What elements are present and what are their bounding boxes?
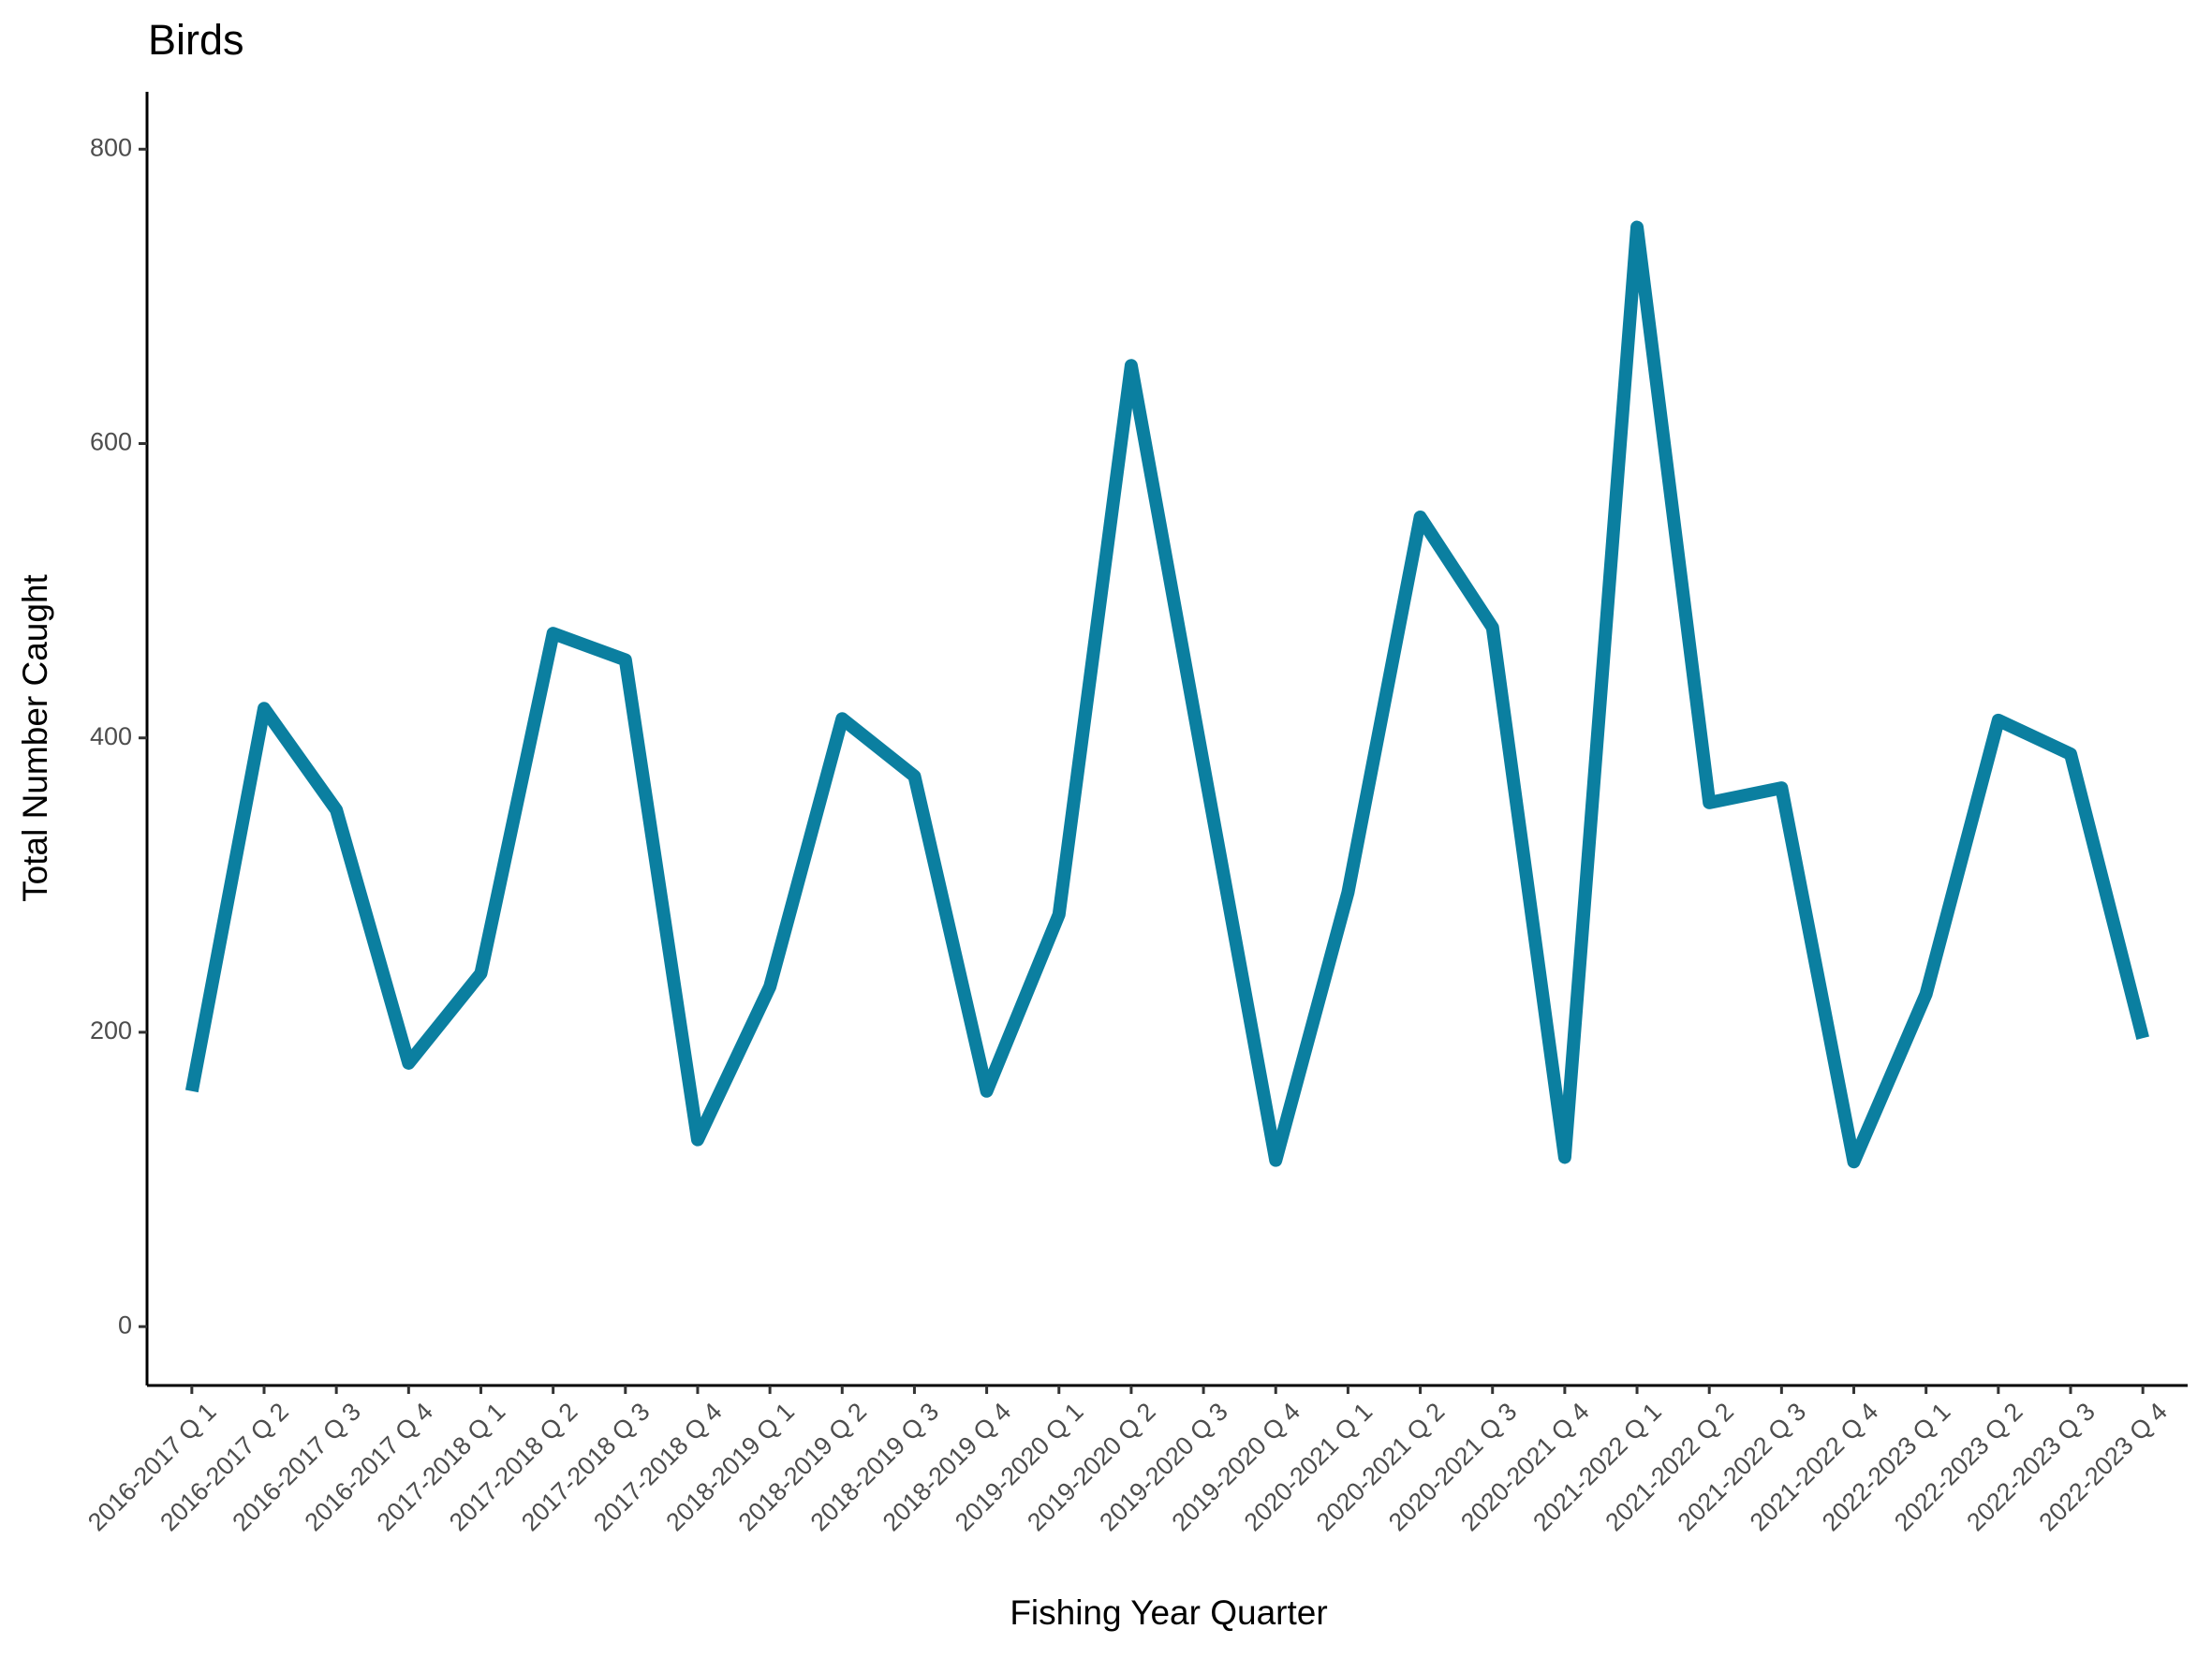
x-axis-title: Fishing Year Quarter [1010, 1593, 1327, 1632]
x-tick-label: 2021-2022 Q 3 [1673, 1398, 1812, 1537]
y-tick-label: 200 [90, 1016, 132, 1044]
x-tick-label: 2019-2020 Q 4 [1166, 1398, 1305, 1537]
data-line [184, 220, 2149, 1169]
x-tick-label: 2017-2018 Q 1 [372, 1398, 511, 1537]
x-tick-label: 2021-2022 Q 2 [1600, 1398, 1739, 1537]
x-tick-label: 2016-2017 Q 3 [227, 1398, 366, 1537]
y-tick-label: 600 [90, 428, 132, 456]
x-tick-label: 2019-2020 Q 2 [1022, 1398, 1161, 1537]
x-tick-label: 2022-2023 Q 4 [2033, 1398, 2173, 1537]
x-tick-label: 2018-2019 Q 2 [733, 1398, 873, 1537]
x-tick-label: 2021-2022 Q 4 [1745, 1398, 1884, 1537]
x-tick-label: 2018-2019 Q 1 [660, 1398, 800, 1537]
chart-title: Birds [148, 16, 244, 64]
x-tick-label: 2019-2020 Q 1 [950, 1398, 1089, 1537]
x-tick-label: 2021-2022 Q 1 [1527, 1398, 1667, 1537]
y-tick-label: 400 [90, 722, 132, 750]
x-tick-label: 2020-2021 Q 2 [1311, 1398, 1451, 1537]
x-tick-label: 2016-2017 Q 4 [300, 1398, 439, 1537]
x-tick-label: 2017-2018 Q 3 [516, 1398, 656, 1537]
x-tick-label: 2020-2021 Q 3 [1383, 1398, 1523, 1537]
x-tick-label: 2022-2023 Q 1 [1817, 1398, 1956, 1537]
x-tick-label: 2016-2017 Q 2 [155, 1398, 294, 1537]
x-tick-label: 2017-2018 Q 2 [444, 1398, 583, 1537]
x-tick-label: 2018-2019 Q 4 [877, 1398, 1017, 1537]
x-tick-label: 2020-2021 Q 4 [1455, 1398, 1595, 1537]
x-tick-label: 2022-2023 Q 3 [1961, 1398, 2101, 1537]
x-tick-label: 2022-2023 Q 2 [1889, 1398, 2028, 1537]
y-tick-label: 800 [90, 133, 132, 161]
y-axis-title: Total Number Caught [16, 573, 54, 901]
x-tick-label: 2018-2019 Q 3 [805, 1398, 945, 1537]
x-tick-label: 2019-2020 Q 3 [1094, 1398, 1233, 1537]
x-tick-label: 2016-2017 Q 1 [82, 1398, 222, 1537]
x-tick-label: 2017-2018 Q 4 [588, 1398, 728, 1537]
y-tick-label: 0 [118, 1311, 132, 1339]
x-tick-label: 2020-2021 Q 1 [1239, 1398, 1379, 1537]
